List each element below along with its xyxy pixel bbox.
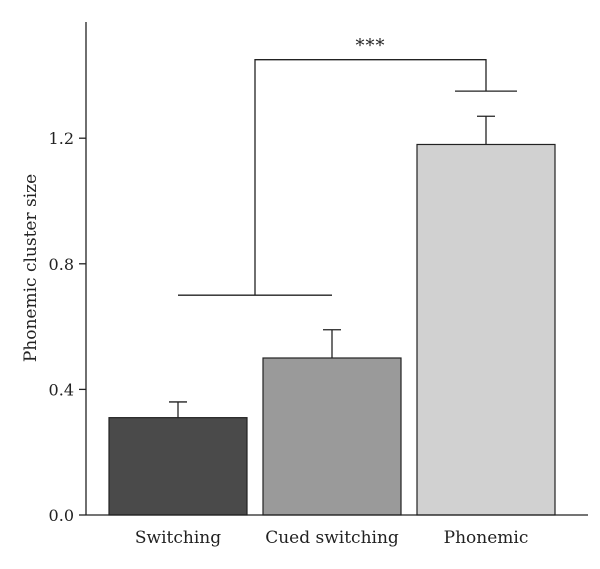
axes-layer [85, 22, 588, 516]
x-category-label: Phonemic [444, 528, 529, 548]
error-bar-cued-switching [323, 329, 341, 358]
y-axis-title: Phonemic cluster size [21, 174, 41, 362]
y-tick-label: 0.4 [49, 380, 74, 399]
x-category-label: Switching [135, 528, 221, 548]
significance-label: *** [356, 36, 386, 57]
x-category-label: Cued switching [265, 528, 399, 548]
y-ticks-layer: 0.0 0.4 0.8 1.2 [49, 129, 86, 525]
bracket-connector [254, 59, 487, 296]
error-bar-switching [169, 401, 187, 418]
bar-phonemic [416, 143, 556, 516]
x-category-labels: Switching Cued switching Phonemic [135, 528, 528, 548]
significance-bracket: *** [178, 36, 517, 296]
y-tick-label: 1.2 [49, 129, 74, 148]
error-bars-layer [169, 115, 495, 418]
y-tick-label: 0.0 [49, 506, 74, 525]
bar-switching [108, 417, 248, 516]
y-tick-label: 0.8 [49, 255, 74, 274]
bar-cued-switching [262, 357, 402, 516]
error-bar-phonemic [477, 115, 495, 145]
